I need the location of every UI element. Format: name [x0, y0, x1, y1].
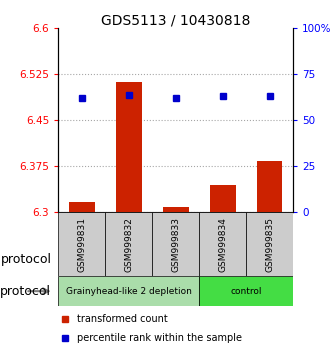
Bar [58, 276, 199, 306]
Bar [163, 207, 188, 212]
Text: GSM999834: GSM999834 [218, 217, 227, 272]
Text: GSM999832: GSM999832 [124, 217, 133, 272]
Text: percentile rank within the sample: percentile rank within the sample [77, 333, 242, 343]
Bar [210, 185, 235, 212]
Text: protocol: protocol [0, 285, 51, 298]
Bar [152, 212, 199, 276]
Text: GSM999835: GSM999835 [265, 217, 274, 272]
Bar [116, 82, 142, 212]
Text: control: control [230, 287, 262, 296]
Bar [199, 212, 246, 276]
Bar [58, 212, 105, 276]
Bar [199, 276, 293, 306]
Text: GSM999833: GSM999833 [171, 217, 180, 272]
Text: GSM999831: GSM999831 [77, 217, 86, 272]
Text: protocol: protocol [1, 253, 52, 266]
Title: GDS5113 / 10430818: GDS5113 / 10430818 [101, 13, 250, 27]
Bar [105, 212, 152, 276]
Text: Grainyhead-like 2 depletion: Grainyhead-like 2 depletion [66, 287, 192, 296]
Bar [257, 161, 282, 212]
Text: transformed count: transformed count [77, 314, 168, 324]
Bar [69, 202, 95, 212]
Bar [246, 212, 293, 276]
